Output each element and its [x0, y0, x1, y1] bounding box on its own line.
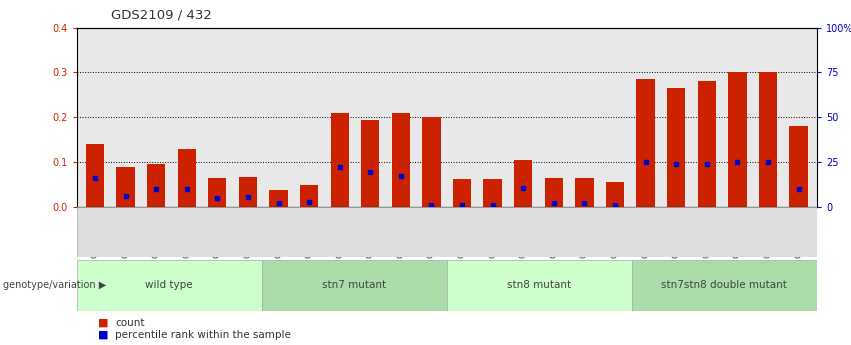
Bar	[453, 179, 471, 207]
Text: percentile rank within the sample: percentile rank within the sample	[115, 330, 291, 339]
Bar	[361, 119, 380, 207]
Text: genotype/variation ▶: genotype/variation ▶	[3, 280, 106, 290]
Text: ■: ■	[98, 318, 108, 327]
Bar	[262, 260, 447, 310]
Text: stn8 mutant: stn8 mutant	[507, 280, 571, 290]
Bar	[759, 72, 777, 207]
Text: ■: ■	[98, 330, 108, 339]
Text: GDS2109 / 432: GDS2109 / 432	[111, 9, 212, 22]
Bar	[269, 190, 288, 207]
Bar	[86, 144, 104, 207]
Bar	[330, 113, 349, 207]
Bar	[790, 126, 808, 207]
Bar	[606, 182, 625, 207]
Text: stn7 mutant: stn7 mutant	[323, 280, 386, 290]
Bar	[422, 117, 441, 207]
Bar	[631, 260, 817, 310]
Bar	[698, 81, 716, 207]
Bar	[728, 72, 746, 207]
Text: wild type: wild type	[146, 280, 193, 290]
Bar	[637, 79, 654, 207]
Bar	[208, 178, 226, 207]
Bar	[483, 179, 502, 207]
Bar	[117, 167, 134, 207]
Bar	[391, 113, 410, 207]
Bar	[447, 260, 631, 310]
Bar	[514, 160, 533, 207]
Text: stn7stn8 double mutant: stn7stn8 double mutant	[661, 280, 787, 290]
Bar	[147, 164, 165, 207]
Bar	[239, 177, 257, 207]
Bar	[667, 88, 685, 207]
Bar	[300, 186, 318, 207]
Bar	[575, 178, 594, 207]
Bar	[178, 149, 196, 207]
Bar	[77, 260, 262, 310]
Bar	[545, 178, 563, 207]
Text: count: count	[115, 318, 145, 327]
